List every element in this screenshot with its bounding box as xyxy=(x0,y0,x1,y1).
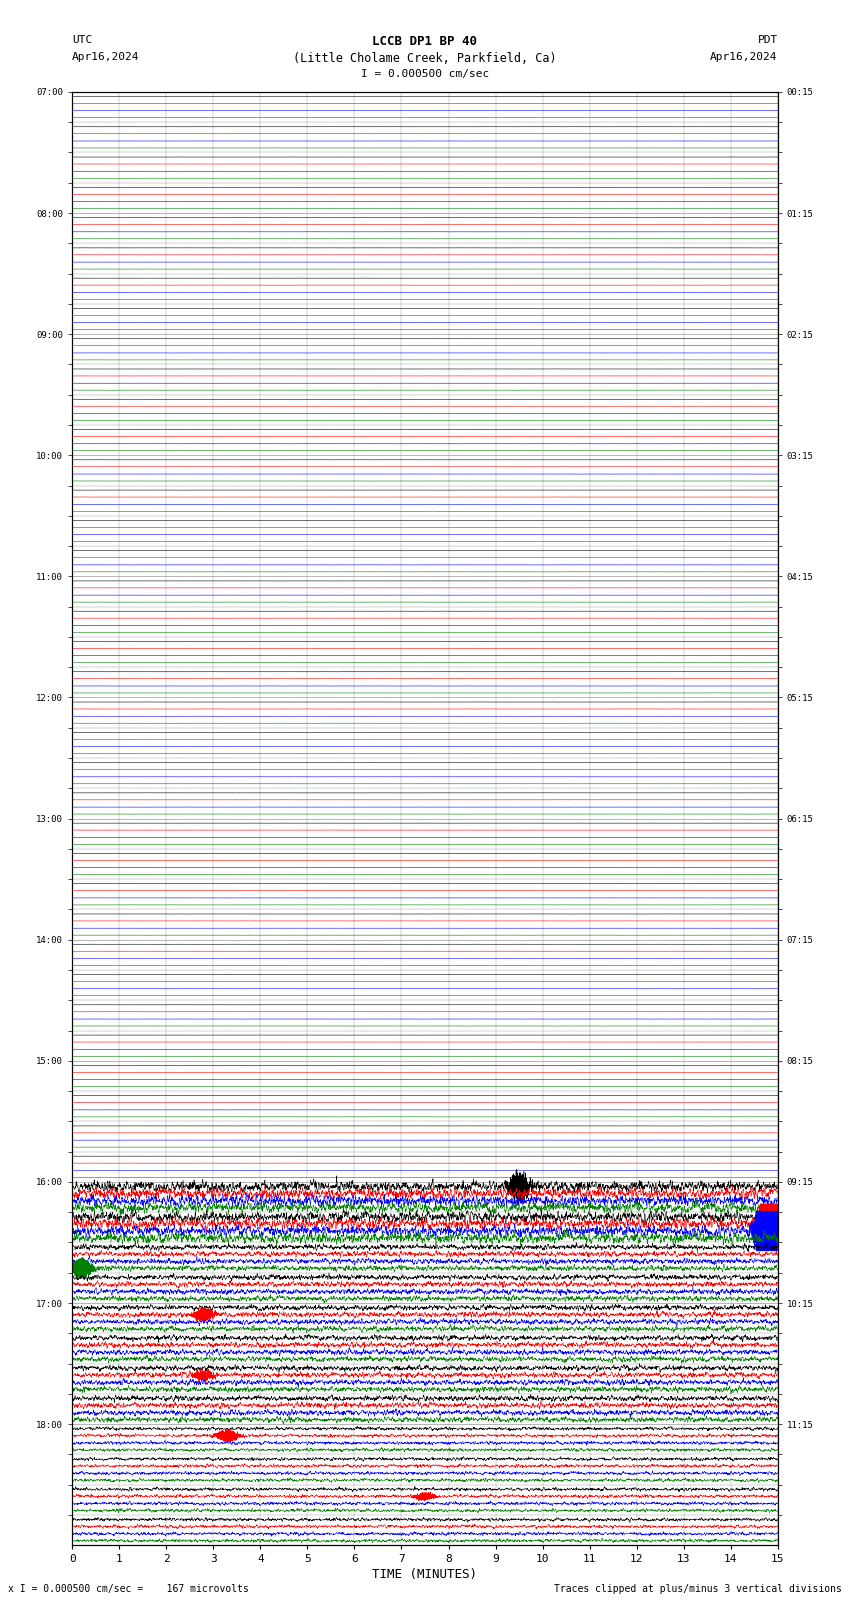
Text: x I = 0.000500 cm/sec =    167 microvolts: x I = 0.000500 cm/sec = 167 microvolts xyxy=(8,1584,249,1594)
Text: PDT: PDT xyxy=(757,35,778,45)
Text: (Little Cholame Creek, Parkfield, Ca): (Little Cholame Creek, Parkfield, Ca) xyxy=(293,52,557,65)
Text: I = 0.000500 cm/sec: I = 0.000500 cm/sec xyxy=(361,69,489,79)
Text: Apr16,2024: Apr16,2024 xyxy=(72,52,139,61)
X-axis label: TIME (MINUTES): TIME (MINUTES) xyxy=(372,1568,478,1581)
Text: Traces clipped at plus/minus 3 vertical divisions: Traces clipped at plus/minus 3 vertical … xyxy=(553,1584,842,1594)
Text: Apr16,2024: Apr16,2024 xyxy=(711,52,778,61)
Text: LCCB DP1 BP 40: LCCB DP1 BP 40 xyxy=(372,35,478,48)
Text: UTC: UTC xyxy=(72,35,93,45)
